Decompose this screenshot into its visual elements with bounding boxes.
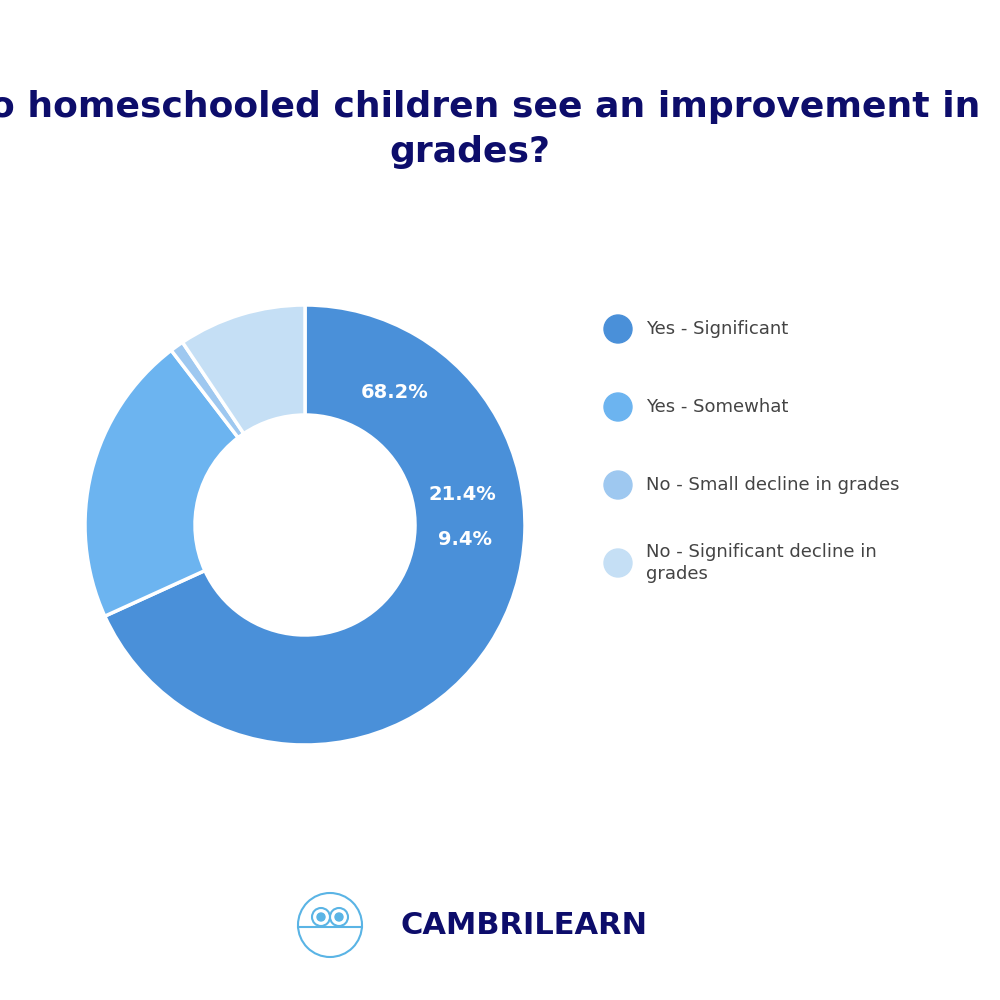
Wedge shape: [85, 350, 238, 616]
Text: CAMBRILEARN: CAMBRILEARN: [400, 910, 647, 940]
Wedge shape: [105, 305, 525, 745]
Text: 68.2%: 68.2%: [361, 383, 429, 402]
Text: No - Significant decline in
grades: No - Significant decline in grades: [646, 543, 877, 583]
Text: Yes - Somewhat: Yes - Somewhat: [646, 398, 788, 416]
Wedge shape: [182, 305, 305, 434]
Wedge shape: [171, 342, 244, 438]
Text: Yes - Significant: Yes - Significant: [646, 320, 788, 338]
Text: 21.4%: 21.4%: [429, 485, 496, 504]
Text: Do homeschooled children see an improvement in
grades?: Do homeschooled children see an improvem…: [0, 90, 980, 169]
Text: No - Small decline in grades: No - Small decline in grades: [646, 476, 900, 494]
Text: 9.4%: 9.4%: [438, 530, 492, 549]
